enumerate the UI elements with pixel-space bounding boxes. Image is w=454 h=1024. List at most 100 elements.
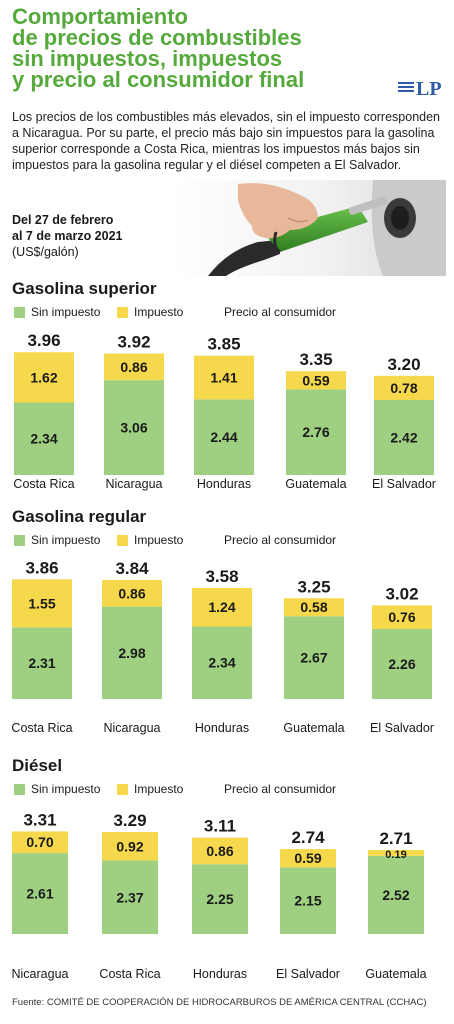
bar-sin-impuesto [194,399,254,475]
bar-sin-impuesto [280,867,336,934]
legend-item-impuesto: Impuesto [117,305,183,319]
logo-lines-icon [398,82,414,94]
data-label-sin-impuesto: 2.37 [116,889,143,905]
data-label-impuesto: 1.62 [30,369,57,385]
data-label-impuesto: 0.86 [118,585,145,601]
bar-impuesto [12,831,68,854]
bar-sin-impuesto [192,626,252,699]
intro-paragraph: Los precios de los combustibles más elev… [12,110,441,172]
data-label-total: 3.85 [207,335,240,354]
data-label-impuesto: 0.19 [385,849,406,861]
data-label-impuesto: 0.59 [294,850,321,866]
data-label-sin-impuesto: 2.67 [300,650,327,666]
data-label-sin-impuesto: 2.15 [294,893,321,909]
bar-impuesto [372,605,432,629]
bar-sin-impuesto [102,606,162,699]
legend-label: Impuesto [134,782,184,796]
legend-item-impuesto: Impuesto [117,782,183,796]
title-line: sin impuestos, impuestos [12,46,283,71]
legend-label: Precio al consumidor [224,782,337,796]
category-label: El Salvador [372,477,436,491]
bar-impuesto [368,849,424,856]
chart-title: Gasolina regular [12,507,147,526]
legend-label: Sin impuesto [31,533,101,547]
category-label: Nicaragua [104,721,161,735]
chart-title: Gasolina superior [12,279,157,298]
legend-swatch [117,534,128,546]
title-line: y precio al consumidor final [12,67,305,92]
legend-swatch [14,306,25,318]
legend-swatch [14,783,25,795]
legend-label: Precio al consumidor [224,305,337,319]
data-label-total: 3.11 [204,817,236,836]
source-footer: Fuente: COMITÉ DE COOPERACIÓN DE HIDROCA… [12,997,427,1008]
chart-svg: 2.34 1.62 3.96 Costa Rica 3.06 0.86 3.92 Nicara… [13,331,436,491]
bar-impuesto [374,375,434,400]
category-label: Guatemala [285,477,346,491]
data-label-impuesto: 0.58 [300,599,327,615]
legend-item-total: Precio al consumidor [224,782,336,796]
legend-label: Impuesto [134,533,184,547]
bar-sin-impuesto [374,399,434,475]
data-label-impuesto: 0.86 [206,843,233,859]
data-label-sin-impuesto: 2.61 [26,886,53,902]
bar-impuesto [102,579,162,607]
data-label-total: 3.92 [117,332,150,351]
period-line-2: al 7 de marzo 2021 [12,229,123,243]
data-label-impuesto: 1.24 [208,599,235,615]
category-label: Honduras [197,477,251,491]
legend-item-sin-impuesto: Sin impuesto [14,782,100,796]
data-label-total: 3.96 [27,331,60,350]
legend-item-sin-impuesto: Sin impuesto [14,533,100,547]
category-label: Costa Rica [11,721,72,735]
data-label-total: 2.71 [379,829,412,848]
data-label-total: 3.58 [205,567,238,586]
data-label-total: 3.29 [113,811,146,830]
bar-sin-impuesto [12,853,68,934]
bar-impuesto [12,579,72,628]
data-label-sin-impuesto: 2.98 [118,645,145,661]
category-label: Costa Rica [13,477,74,491]
period-block: Del 27 de febrero al 7 de marzo 2021 (US… [12,212,162,260]
bar-impuesto [280,849,336,868]
data-label-impuesto: 0.92 [116,838,143,854]
period-line-1: Del 27 de febrero [12,213,114,227]
chart-svg: 2.31 1.55 3.86 Costa Rica 2.98 0.86 3.84 Nicara… [11,558,434,735]
category-label: Nicaragua [12,967,69,981]
bar-impuesto [192,588,252,627]
category-label: Honduras [193,967,247,981]
bar-sin-impuesto [286,389,346,475]
fuel-nozzle-image [168,180,446,276]
data-label-sin-impuesto: 2.25 [206,891,233,907]
bar-impuesto [14,352,74,403]
chart-title: Diésel [12,756,63,775]
data-label-sin-impuesto: 2.34 [30,431,57,447]
category-label: Guatemala [283,721,344,735]
chart-svg: 2.61 0.70 3.31 Nicaragua 2.37 0.92 3.29 Costa R… [12,810,427,981]
data-label-sin-impuesto: 2.34 [208,655,235,671]
data-label-impuesto: 0.76 [388,609,415,625]
data-label-total: 3.25 [297,577,330,596]
data-label-total: 3.20 [387,355,420,374]
data-label-impuesto: 0.59 [302,372,329,388]
title-line: de precios de combustibles [12,25,302,50]
data-label-impuesto: 0.78 [390,380,417,396]
data-label-sin-impuesto: 2.31 [28,655,55,671]
bar-sin-impuesto [192,864,248,934]
unit-label: (US$/galón) [12,245,79,259]
data-label-total: 3.31 [23,810,56,829]
bar-sin-impuesto [12,627,72,699]
data-label-sin-impuesto: 3.06 [120,420,147,436]
data-label-total: 3.84 [115,559,149,578]
data-label-sin-impuesto: 2.76 [302,424,329,440]
category-label: Guatemala [365,967,426,981]
legend-label: Precio al consumidor [224,533,337,547]
chart-gasolina-superior: Gasolina superior Sin impuesto Impuesto … [0,279,454,499]
bar-impuesto [286,371,346,390]
legend-item-impuesto: Impuesto [117,533,183,547]
data-label-total: 3.35 [299,350,332,369]
chart-gasolina-regular: Gasolina regular Sin impuesto Impuesto P… [0,507,454,747]
legend-swatch [14,534,25,546]
data-label-sin-impuesto: 2.44 [210,429,237,445]
